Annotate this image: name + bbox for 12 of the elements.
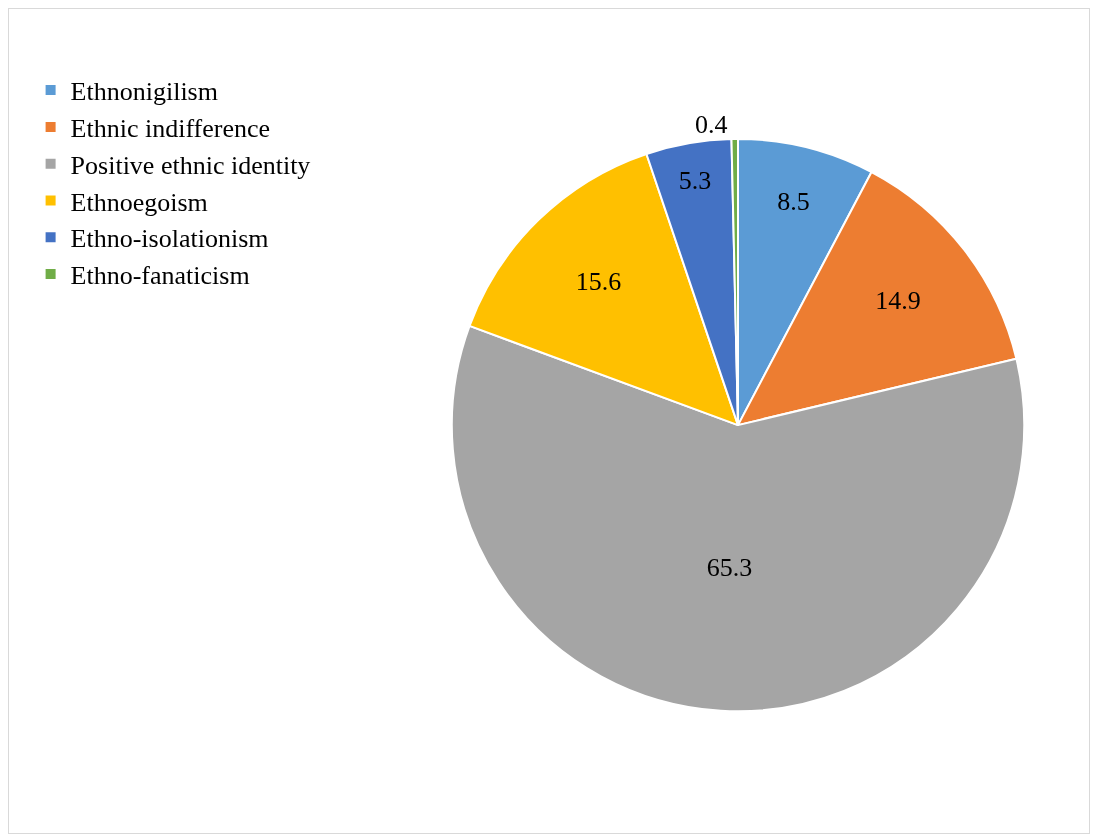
legend-label: Positive ethnic identity xyxy=(70,150,311,180)
legend-label: Ethnonigilism xyxy=(70,77,218,107)
data-label: 0.4 xyxy=(694,109,728,139)
data-label: 65.3 xyxy=(706,553,753,583)
legend-label: Ethnic indifference xyxy=(70,114,271,144)
legend-label: Ethno-fanaticism xyxy=(70,261,250,291)
data-label: 5.3 xyxy=(678,165,712,195)
legend-label: Ethno-isolationism xyxy=(70,224,269,254)
data-label: 14.9 xyxy=(875,286,921,316)
data-label: 8.5 xyxy=(777,186,810,216)
data-label: 15.6 xyxy=(575,267,622,297)
legend-label: Ethnoegoism xyxy=(70,187,208,217)
